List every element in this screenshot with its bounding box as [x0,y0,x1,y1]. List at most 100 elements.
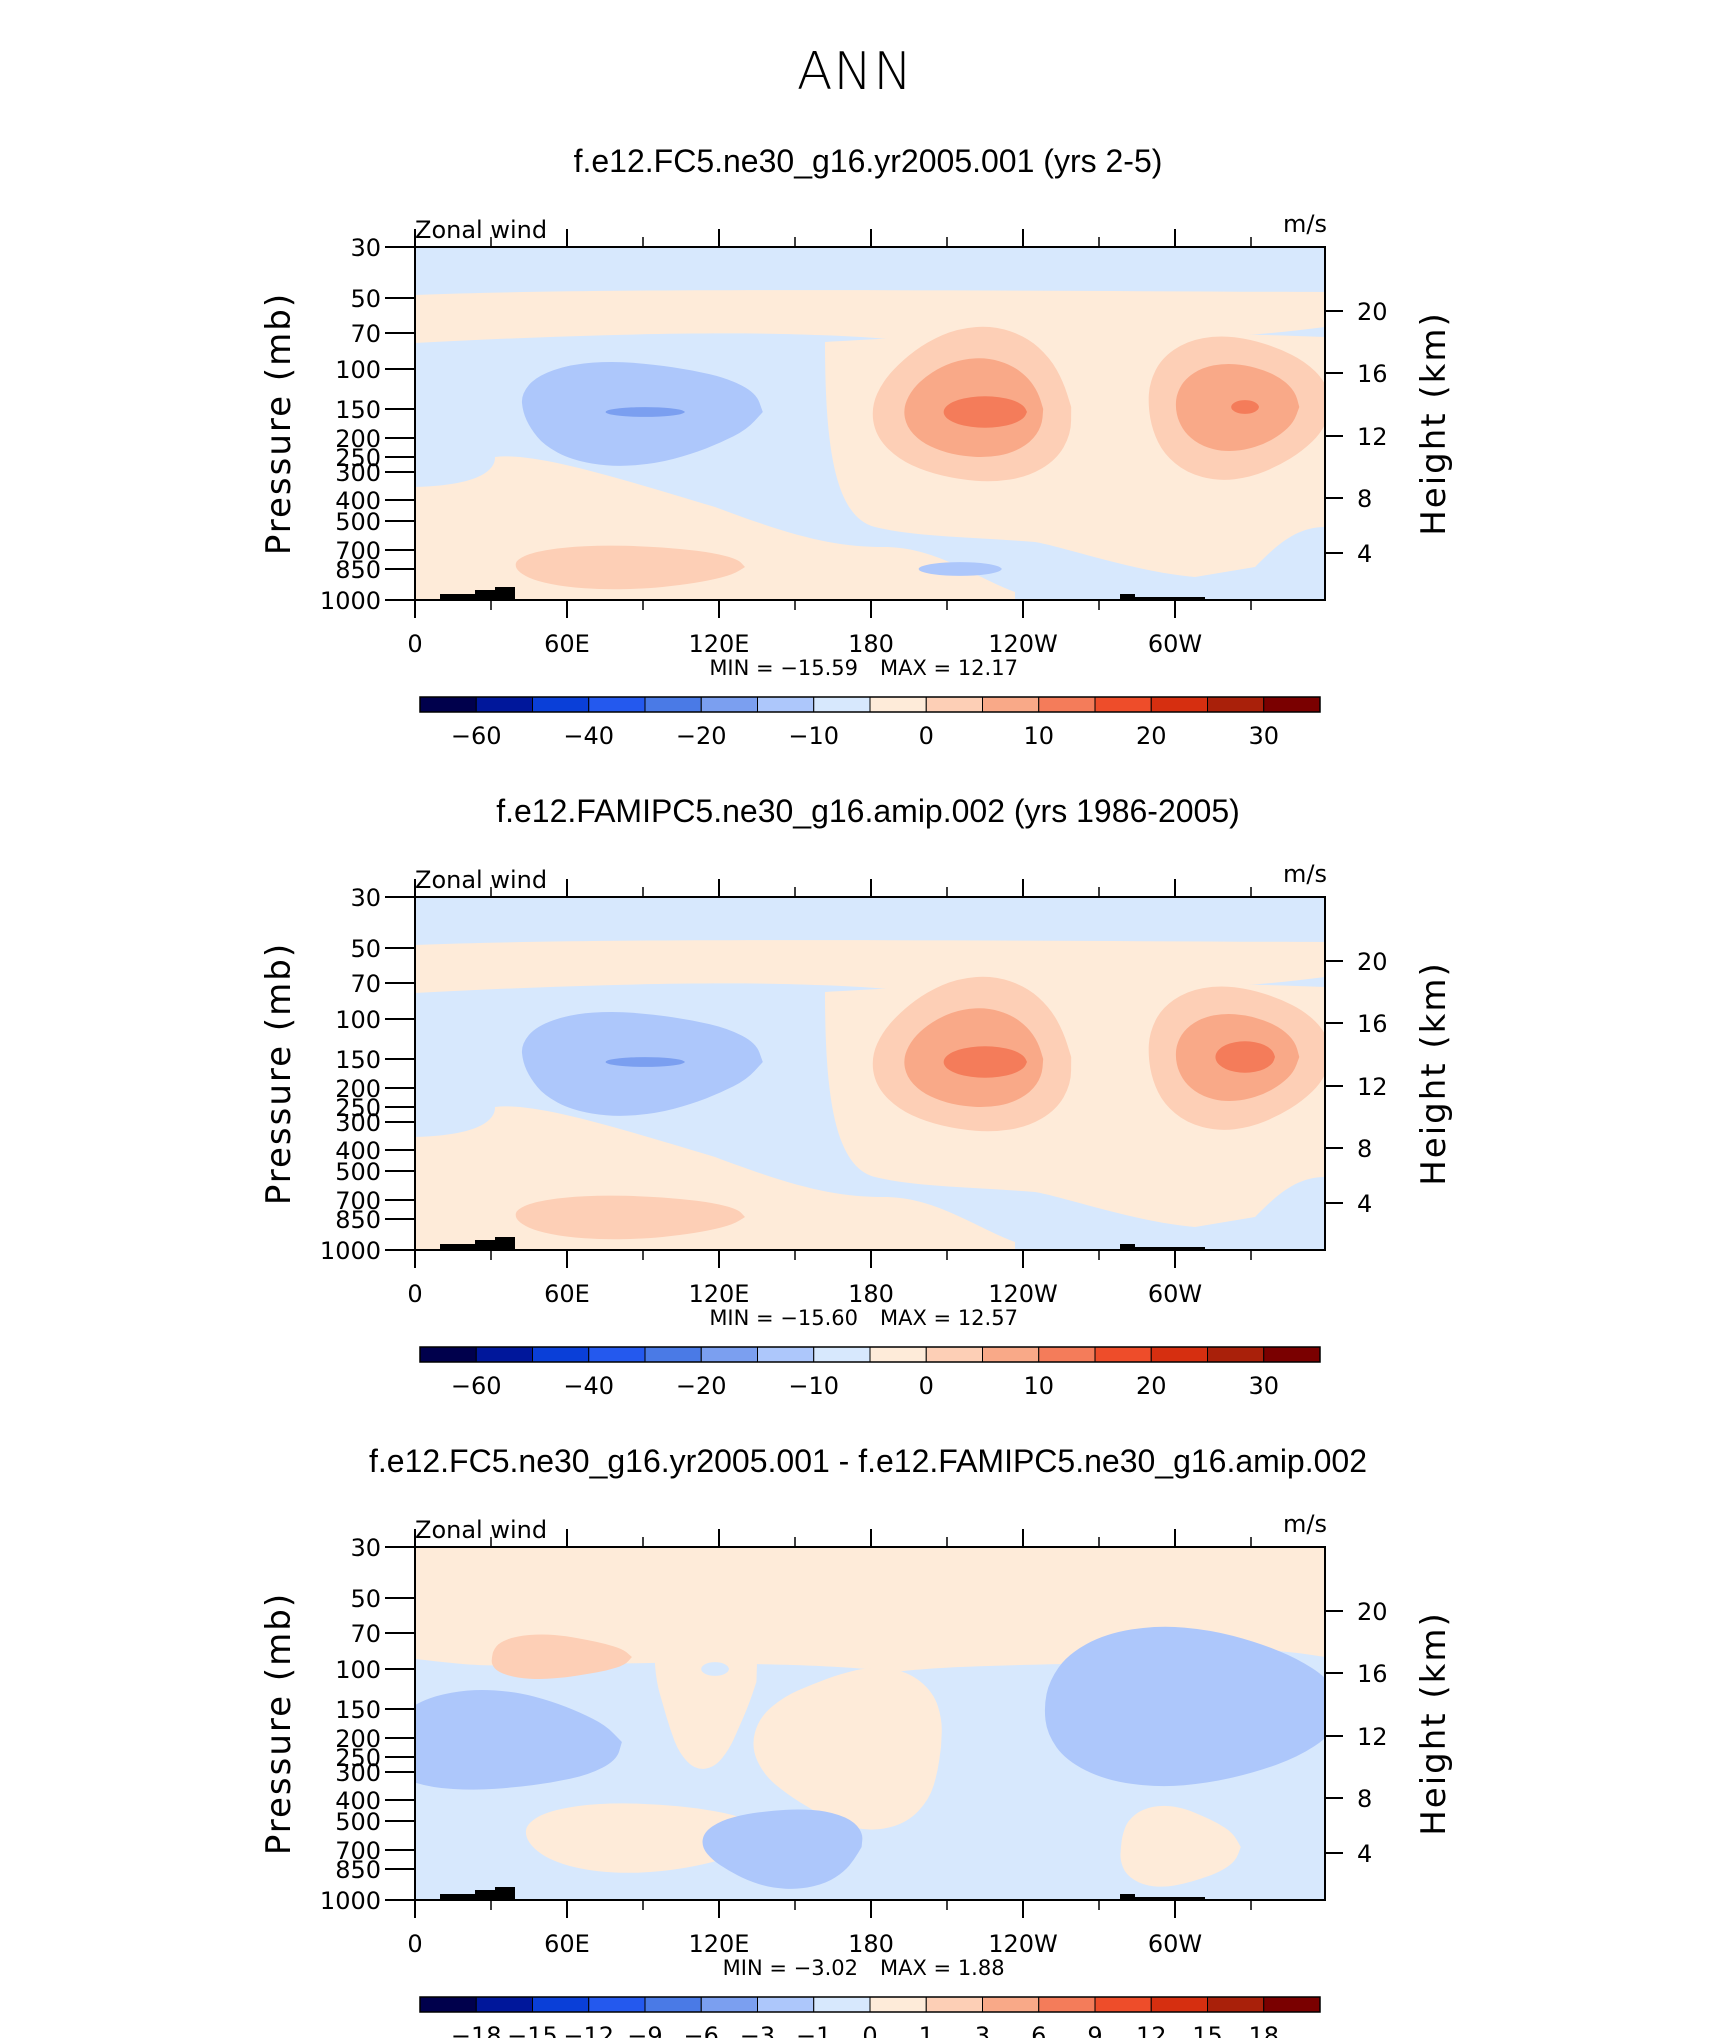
topography-1 [440,1887,515,1900]
y2tick-label-16: 16 [1357,1660,1388,1688]
ytick-label-700: 700 [335,1837,381,1865]
colorbar-label: 6 [1031,2022,1046,2038]
y2tick-label-20: 20 [1357,298,1388,326]
y-axis-title: Pressure (mb) [259,292,299,555]
ytick-label-400: 400 [335,1137,381,1165]
y2tick-label-4: 4 [1357,1840,1372,1868]
ytick-label-50: 50 [350,935,381,963]
colorbar-label: −60 [451,1372,502,1400]
jet-core-inner-2 [1215,1041,1275,1073]
ytick-label-1000: 1000 [320,1237,381,1265]
variable-label: Zonal wind [415,866,547,894]
xtick-label-60E: 60E [544,1930,590,1958]
colorbar-swatch-6 [757,1346,815,1363]
xtick-label-120E: 120E [689,1930,750,1958]
panel-title: f.e12.FC5.ne30_g16.yr2005.001 (yrs 2-5) [574,143,1163,179]
ytick-label-500: 500 [335,508,381,536]
min-label: MIN = −3.02 [723,1956,858,1980]
diff-positive-blob-1 [491,1634,632,1679]
zonal-wind-plot-fc5: f.e12.FC5.ne30_g16.yr2005.001 (yrs 2-5) Z… [259,143,1454,750]
colorbar-frame [419,1996,1321,2013]
colorbar-swatch-1 [475,696,533,713]
xtick-label-60E: 60E [544,630,590,658]
ytick-label-500: 500 [335,1158,381,1186]
colorbar-label: −40 [563,722,614,750]
ytick-label-850: 850 [335,1206,381,1234]
colorbar-frame [419,1346,1321,1363]
topography-1 [440,587,515,600]
ytick-label-500: 500 [335,1808,381,1836]
colorbar-label: −40 [563,1372,614,1400]
colorbar-swatch-3 [588,1996,646,2013]
jet-core-inner-1 [943,396,1027,428]
colorbar-label: 10 [1023,722,1054,750]
colorbar-label: 12 [1136,2022,1167,2038]
y-axis-title: Pressure (mb) [259,942,299,1205]
colorbar-swatch-11 [1038,1346,1096,1363]
ytick-label-300: 300 [335,459,381,487]
colorbar-label: −60 [451,722,502,750]
ytick-label-1000: 1000 [320,1887,381,1915]
y2-axis-title: Height (km) [1414,311,1454,536]
colorbar-swatch-5 [700,1346,758,1363]
colorbar-swatch-7 [813,1346,871,1363]
colorbar-label: 1 [919,2022,934,2038]
colorbar-swatch-4 [644,1346,702,1363]
y2tick-label-8: 8 [1357,1785,1372,1813]
colorbar-swatch-3 [588,696,646,713]
colorbar-swatch-15 [1263,1346,1321,1363]
figure-title: ANN [796,42,914,102]
ytick-label-100: 100 [335,356,381,384]
colorbar-label: −3 [740,2022,775,2038]
topography-2 [1120,1894,1205,1900]
variable-label: Zonal wind [415,216,547,244]
ytick-label-250: 250 [335,1744,381,1772]
panel-title: f.e12.FC5.ne30_g16.yr2005.001 - f.e12.FA… [369,1443,1367,1479]
diff-positive-blob-4 [525,1803,766,1873]
diff-positive-blob-2 [654,1610,757,1769]
colorbar-swatch-4 [644,1996,702,2013]
colorbar-swatch-3 [588,1346,646,1363]
ytick-label-30: 30 [350,1534,381,1562]
xtick-label-120W: 120W [988,630,1058,658]
y2tick-label-12: 12 [1357,423,1388,451]
colorbar-label: 20 [1136,722,1167,750]
units-label: m/s [1283,860,1327,888]
ytick-label-200: 200 [335,1075,381,1103]
diff-negative-blob-3 [702,1809,863,1889]
y2-axis-title: Height (km) [1414,1611,1454,1836]
xtick-label-60W: 60W [1148,1930,1202,1958]
xtick-label-0: 0 [407,1930,422,1958]
colorbar-swatch-4 [644,696,702,713]
ytick-label-250: 250 [335,444,381,472]
colorbar-swatch-14 [1207,696,1265,713]
xtick-label-180: 180 [848,630,894,658]
colorbar-swatch-8 [869,1346,927,1363]
colorbar-label: 10 [1023,1372,1054,1400]
xtick-label-180: 180 [848,1930,894,1958]
colorbar-label: 20 [1136,1372,1167,1400]
colorbar-swatch-15 [1263,696,1321,713]
ytick-label-300: 300 [335,1109,381,1137]
ytick-label-100: 100 [335,1006,381,1034]
colorbar-swatch-13 [1150,1346,1208,1363]
y2tick-label-4: 4 [1357,1190,1372,1218]
max-label: MAX = 1.88 [880,1956,1005,1980]
colorbar-swatch-0 [419,696,477,713]
colorbar-swatch-0 [419,1346,477,1363]
colorbar-swatch-10 [982,1346,1040,1363]
zonal-wind-plot-difference: f.e12.FC5.ne30_g16.yr2005.001 - f.e12.FA… [259,1443,1454,2038]
ytick-label-400: 400 [335,487,381,515]
colorbar-swatch-7 [813,696,871,713]
colorbar-label: 9 [1087,2022,1102,2038]
colorbar-label: −15 [507,2022,558,2038]
ytick-label-200: 200 [335,1725,381,1753]
diff-negative-blob-1 [415,1690,622,1790]
easterly-core-asia [605,1057,685,1067]
colorbar-swatch-11 [1038,696,1096,713]
y2tick-label-16: 16 [1357,360,1388,388]
units-label: m/s [1283,1510,1327,1538]
colorbar-swatch-6 [757,696,815,713]
colorbar-label: −20 [676,1372,727,1400]
colorbar-swatch-9 [925,696,983,713]
